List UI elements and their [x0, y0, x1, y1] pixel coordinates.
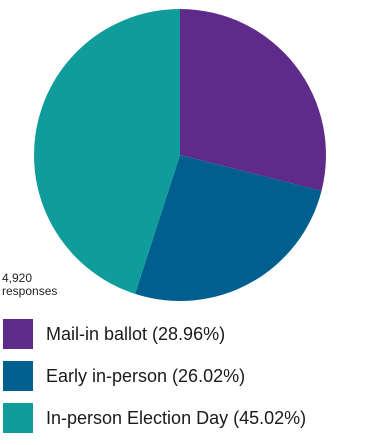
legend-item-2: Early in-person (26.02%) [0, 358, 366, 394]
pie-slices [34, 9, 326, 301]
pie-chart [0, 0, 366, 310]
legend-label-2: Early in-person (26.02%) [46, 366, 245, 387]
legend-label-3: In-person Election Day (45.02%) [46, 408, 306, 429]
legend-item-1: Mail-in ballot (28.96%) [0, 316, 366, 352]
legend-swatch-3 [3, 403, 33, 433]
chart-legend: Mail-in ballot (28.96%) Early in-person (… [0, 316, 366, 442]
legend-swatch-2 [3, 361, 33, 391]
responses-note: 4,920 responses [2, 272, 57, 298]
legend-item-3: In-person Election Day (45.02%) [0, 400, 366, 436]
responses-label: responses [2, 285, 57, 298]
legend-swatch-1 [3, 319, 33, 349]
legend-label-1: Mail-in ballot (28.96%) [46, 324, 225, 345]
